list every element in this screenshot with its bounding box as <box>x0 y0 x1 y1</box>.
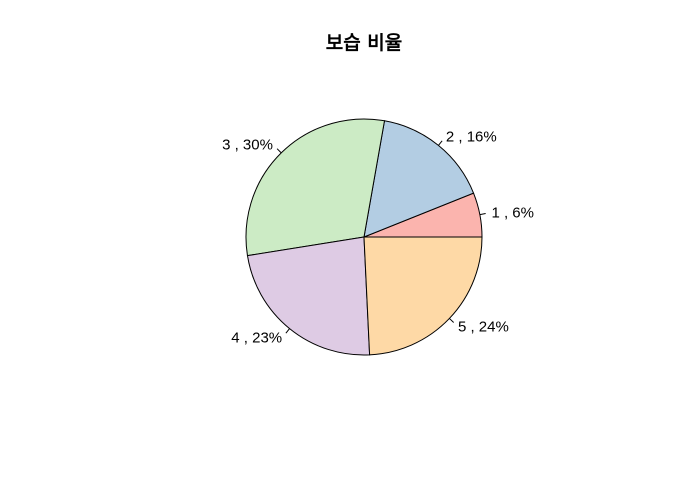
pie-label-1: 1 , 6% <box>491 204 534 221</box>
pie-slice-2 <box>363 120 475 238</box>
pie-slice-4 <box>246 236 371 356</box>
chart-title: 보습 비율 <box>326 32 403 54</box>
pie-slice-5 <box>363 236 483 356</box>
pie-leader-1 <box>479 213 486 216</box>
pie-label-5: 5 , 24% <box>458 319 509 336</box>
pie-leader-3 <box>276 148 282 154</box>
pie-slices <box>245 118 483 356</box>
pie-label-4: 4 , 23% <box>231 330 282 347</box>
pie-labels: 1 , 6% 2 , 16% 3 , 30% 4 , 23% 5 , 24% <box>222 128 534 346</box>
pie-label-3: 3 , 30% <box>222 136 273 153</box>
pie-leader-2 <box>438 140 443 146</box>
pie-slice-3 <box>245 118 386 257</box>
pie-leader-4 <box>285 328 290 334</box>
pie-label-2: 2 , 16% <box>446 128 497 145</box>
pie-leader-5 <box>449 318 455 323</box>
